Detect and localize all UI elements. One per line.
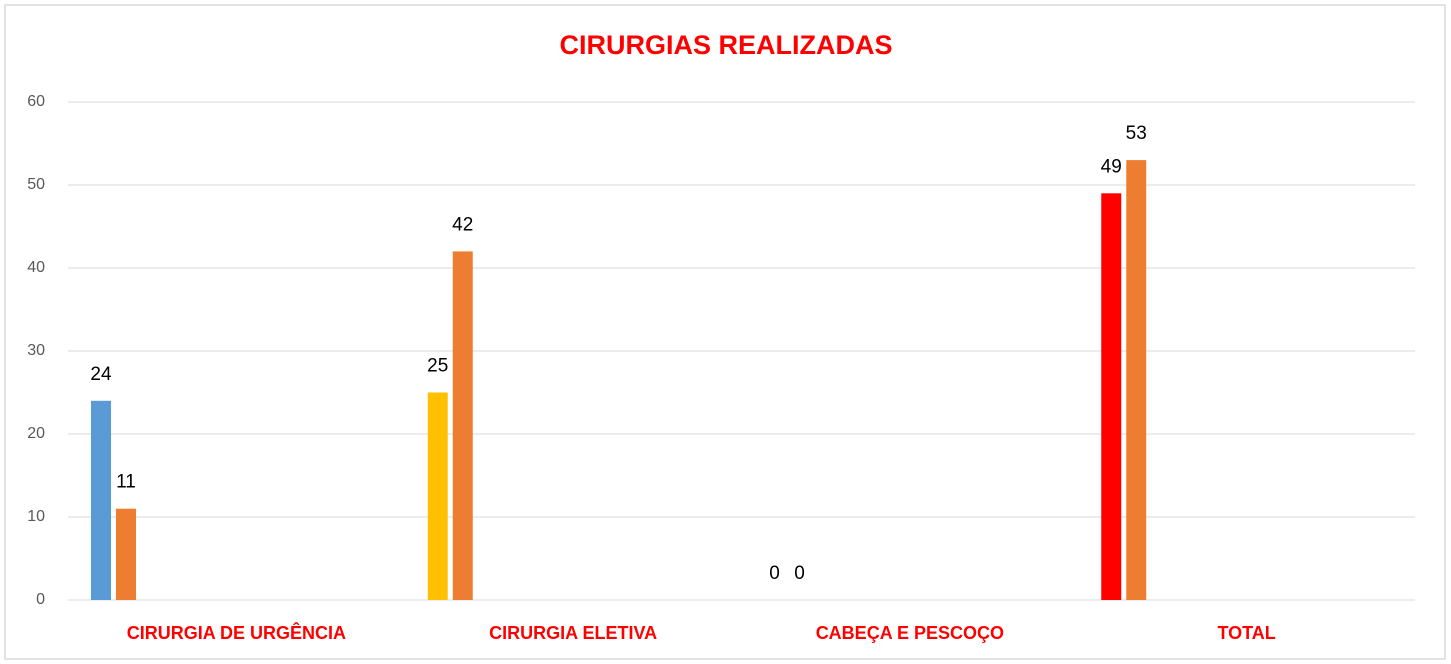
bar xyxy=(452,251,473,600)
chart-title: CIRURGIAS REALIZADAS xyxy=(559,30,892,60)
y-tick-label: 0 xyxy=(36,591,45,608)
bar xyxy=(116,508,136,600)
y-tick-label: 10 xyxy=(27,508,45,525)
data-label: 0 xyxy=(769,563,780,584)
data-label: 0 xyxy=(794,563,805,584)
data-label: 11 xyxy=(116,472,136,493)
data-label: 53 xyxy=(1126,123,1147,144)
bar xyxy=(91,400,111,600)
x-tick-label: CIRURGIA DE URGÊNCIA xyxy=(127,622,346,643)
x-tick-label: TOTAL xyxy=(1217,623,1275,643)
y-tick-label: 50 xyxy=(27,176,45,193)
data-label: 24 xyxy=(90,364,112,385)
y-tick-label: 60 xyxy=(27,93,45,110)
data-label: 49 xyxy=(1101,156,1122,177)
x-tick-label: CABEÇA E PESCOÇO xyxy=(816,623,1004,643)
bar xyxy=(1101,193,1122,601)
y-tick-label: 20 xyxy=(27,425,45,442)
data-label: 42 xyxy=(452,214,473,235)
y-tick-label: 40 xyxy=(27,259,45,276)
chart-frame xyxy=(4,4,1446,660)
data-label: 25 xyxy=(427,356,448,377)
x-tick-label: CIRURGIA ELETIVA xyxy=(489,623,657,643)
bar xyxy=(1126,160,1147,600)
bar xyxy=(427,392,448,600)
y-tick-label: 30 xyxy=(27,342,45,359)
